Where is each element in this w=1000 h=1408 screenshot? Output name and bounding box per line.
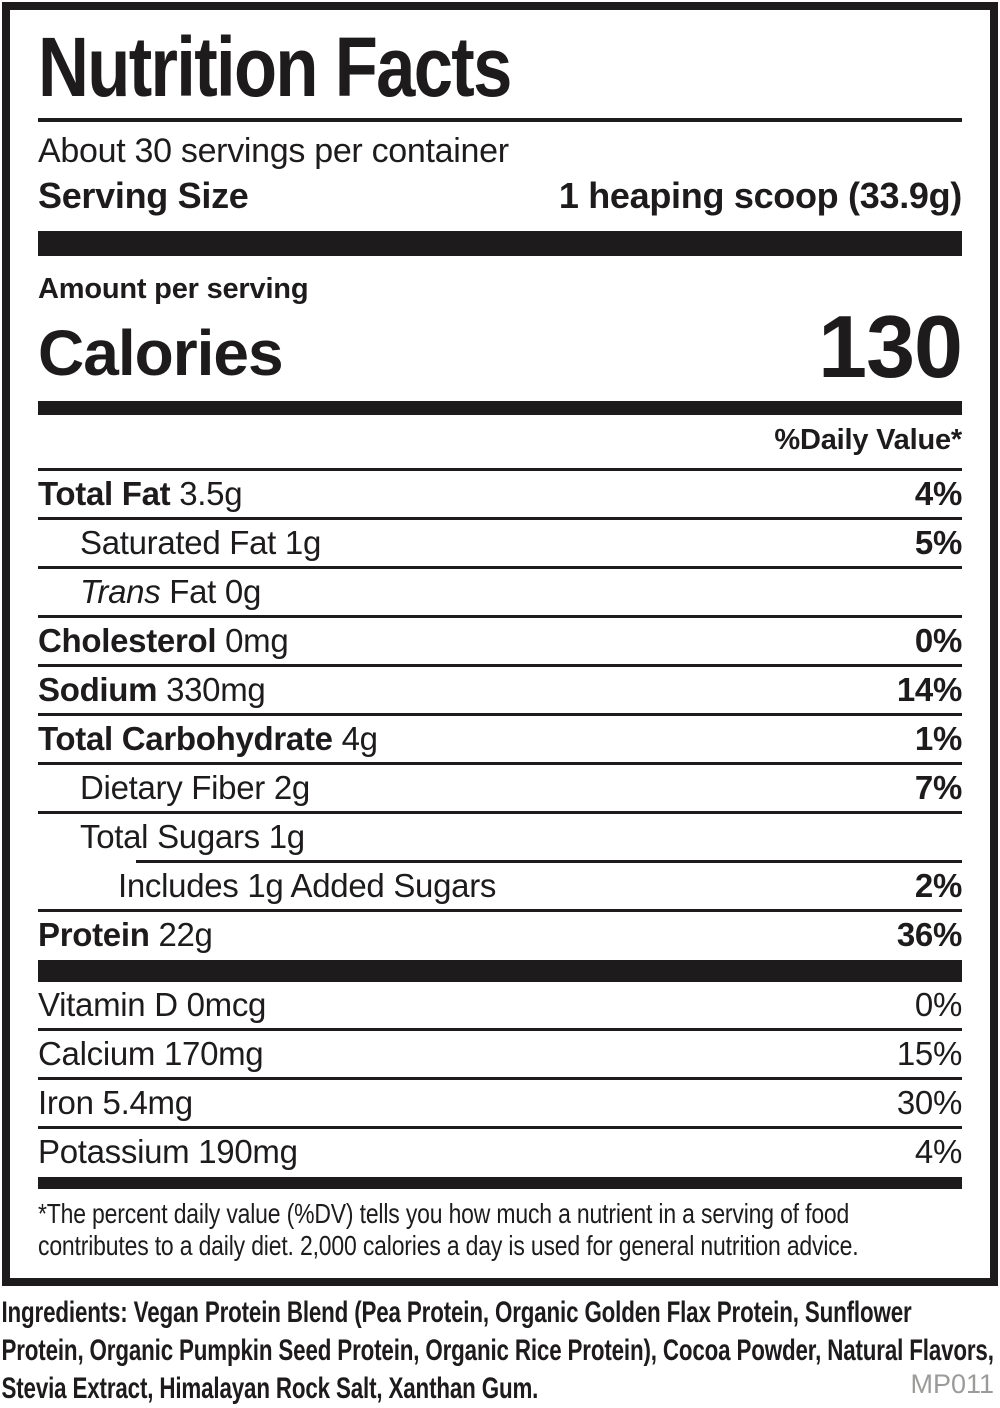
- nutrient-name: Protein 22g: [38, 915, 213, 953]
- nutrient-name: Total Fat 3.5g: [38, 474, 243, 512]
- nutrient-rows: Total Fat 3.5g 4% Saturated Fat 1g 5% Trans …: [38, 467, 962, 958]
- nutrient-percent: 36%: [896, 915, 962, 953]
- separator-rule: [38, 1027, 962, 1031]
- product-code: MP011: [910, 1369, 994, 1399]
- separator-rule: [38, 1125, 962, 1129]
- nutrient-row: Vitamin D 0mcg 0%: [38, 982, 962, 1028]
- amount-per-serving-label: Amount per serving: [38, 273, 309, 306]
- vitamin-name: Potassium 190mg: [38, 1132, 298, 1170]
- nutrient-name: Dietary Fiber 2g: [80, 768, 310, 806]
- nutrient-percent: 5%: [914, 523, 962, 561]
- nutrient-row: Total Sugars 1g: [38, 814, 962, 860]
- nutrient-row: Saturated Fat 1g 5%: [38, 520, 962, 566]
- nutrient-percent: 4%: [914, 1132, 962, 1170]
- nutrient-name: Total Sugars 1g: [80, 817, 305, 855]
- nutrient-name: Includes 1g Added Sugars: [118, 866, 497, 904]
- nutrient-percent: 14%: [896, 670, 962, 708]
- serving-size-value: 1 heaping scoop (33.9g): [558, 175, 962, 217]
- nutrient-percent: 1%: [914, 719, 962, 757]
- daily-value-footnote: *The percent daily value (%DV) tells you…: [38, 1197, 859, 1261]
- separator-rule: [38, 810, 962, 814]
- nutrient-name: Sodium 330mg: [38, 670, 266, 708]
- nutrient-name: Saturated Fat 1g: [80, 523, 322, 561]
- separator-rule: [38, 712, 962, 716]
- nutrient-row: Cholesterol 0mg 0%: [38, 618, 962, 664]
- vitamin-rows: Vitamin D 0mcg 0% Calcium 170mg 15% Iron 5.4…: [38, 982, 962, 1175]
- calories-label: Calories: [38, 317, 284, 390]
- separator-rule-indented: [136, 859, 962, 863]
- nutrient-percent: 7%: [914, 768, 962, 806]
- nutrient-row: Dietary Fiber 2g 7%: [38, 765, 962, 811]
- vitamin-name: Vitamin D 0mcg: [38, 985, 267, 1023]
- nutrient-percent: 2%: [914, 866, 962, 904]
- nutrient-row: Total Fat 3.5g 4%: [38, 471, 962, 517]
- vitamin-name: Calcium 170mg: [38, 1034, 264, 1072]
- title-divider: [38, 118, 962, 123]
- nutrient-percent: 4%: [914, 474, 962, 512]
- serving-size-row: Serving Size 1 heaping scoop (33.9g): [38, 174, 962, 217]
- nutrient-row: Iron 5.4mg 30%: [38, 1080, 962, 1126]
- nutrient-percent: 30%: [896, 1083, 962, 1121]
- vitamins-bottom-bar: [38, 1176, 962, 1189]
- thick-bar-top: [38, 231, 962, 257]
- nutrient-name: Total Carbohydrate 4g: [38, 719, 378, 757]
- vitamin-name: Iron 5.4mg: [38, 1083, 193, 1121]
- nutrient-row: Protein 22g 36%: [38, 912, 962, 958]
- nutrient-row: Includes 1g Added Sugars 2%: [38, 863, 962, 909]
- nutrient-percent: 0%: [914, 985, 962, 1023]
- servings-per-container: About 30 servings per container: [38, 132, 509, 171]
- protein-bottom-bar: [38, 959, 962, 982]
- separator-rule: [38, 761, 962, 765]
- nutrient-row: Trans Fat 0g: [38, 569, 962, 615]
- separator-rule: [38, 467, 962, 471]
- calories-divider-bar: [38, 400, 962, 415]
- daily-value-header: %Daily Value*: [774, 423, 962, 456]
- nutrient-name: Trans Fat 0g: [80, 572, 262, 610]
- serving-size-label: Serving Size: [38, 175, 249, 217]
- nutrient-row: Total Carbohydrate 4g 1%: [38, 716, 962, 762]
- ingredients-statement: Ingredients: Vegan Protein Blend (Pea Pr…: [1, 1295, 994, 1405]
- nutrient-name: Cholesterol 0mg: [38, 621, 289, 659]
- nutrition-facts-panel: Nutrition Facts About 30 servings per co…: [2, 2, 998, 1286]
- separator-rule: [38, 663, 962, 667]
- nutrient-row: Sodium 330mg 14%: [38, 667, 962, 713]
- separator-rule: [38, 1076, 962, 1080]
- calories-row: Calories 130: [38, 296, 963, 396]
- nutrient-percent: 0%: [914, 621, 962, 659]
- separator-rule: [38, 908, 962, 912]
- separator-rule: [38, 565, 962, 569]
- separator-rule: [38, 516, 962, 520]
- nutrient-row: Calcium 170mg 15%: [38, 1031, 962, 1077]
- panel-title: Nutrition Facts: [38, 20, 512, 114]
- nutrient-percent: 15%: [896, 1034, 962, 1072]
- nutrient-row: Potassium 190mg 4%: [38, 1129, 962, 1175]
- calories-value: 130: [818, 296, 963, 396]
- separator-rule: [38, 614, 962, 618]
